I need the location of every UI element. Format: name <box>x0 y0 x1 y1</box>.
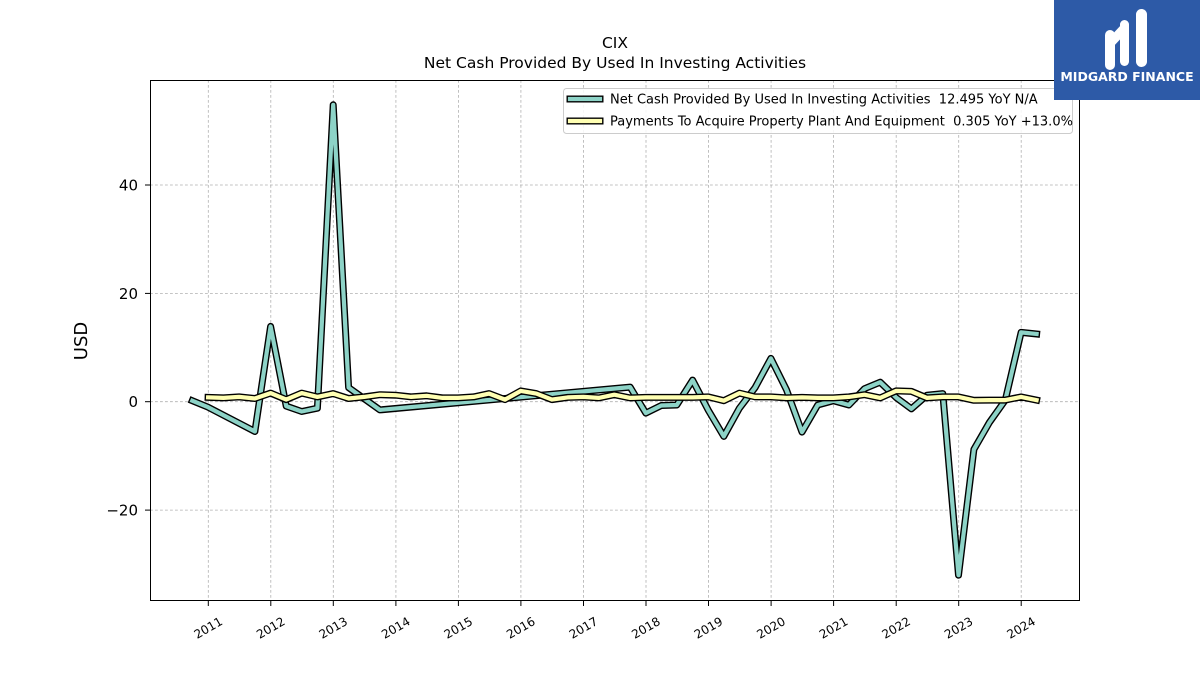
chart-subtitle: Net Cash Provided By Used In Investing A… <box>424 54 806 72</box>
logo: MIDGARD FINANCE <box>1054 0 1200 100</box>
legend-frame <box>563 88 1073 134</box>
y-tick-label: 20 <box>119 285 138 303</box>
legend-series-name: Net Cash Provided By Used In Investing A… <box>610 93 931 108</box>
y-tick-label: −20 <box>106 502 138 520</box>
y-tick-label: 0 <box>128 393 138 411</box>
series-lines <box>187 101 1041 579</box>
logo-text: MIDGARD FINANCE <box>1060 69 1193 84</box>
legend: Net Cash Provided By Used In Investing A… <box>563 88 1073 134</box>
chart-title: CIX <box>602 34 628 52</box>
series-2-line <box>205 388 1040 403</box>
y-axis: 40 20 0 −20 <box>106 177 150 520</box>
legend-series-stats: 12.495 YoY N/A <box>939 93 1038 108</box>
y-axis-label: USD <box>71 322 92 360</box>
legend-series-name: Payments To Acquire Property Plant And E… <box>610 115 945 130</box>
legend-series-stats: 0.305 YoY +13.0% <box>953 115 1073 130</box>
legend-entry-1: Net Cash Provided By Used In Investing A… <box>610 93 1038 108</box>
legend-entry-2: Payments To Acquire Property Plant And E… <box>610 115 1073 130</box>
logo-mark-icon <box>1105 9 1147 70</box>
plot-frame <box>150 80 1080 601</box>
y-tick-label: 40 <box>119 177 138 195</box>
